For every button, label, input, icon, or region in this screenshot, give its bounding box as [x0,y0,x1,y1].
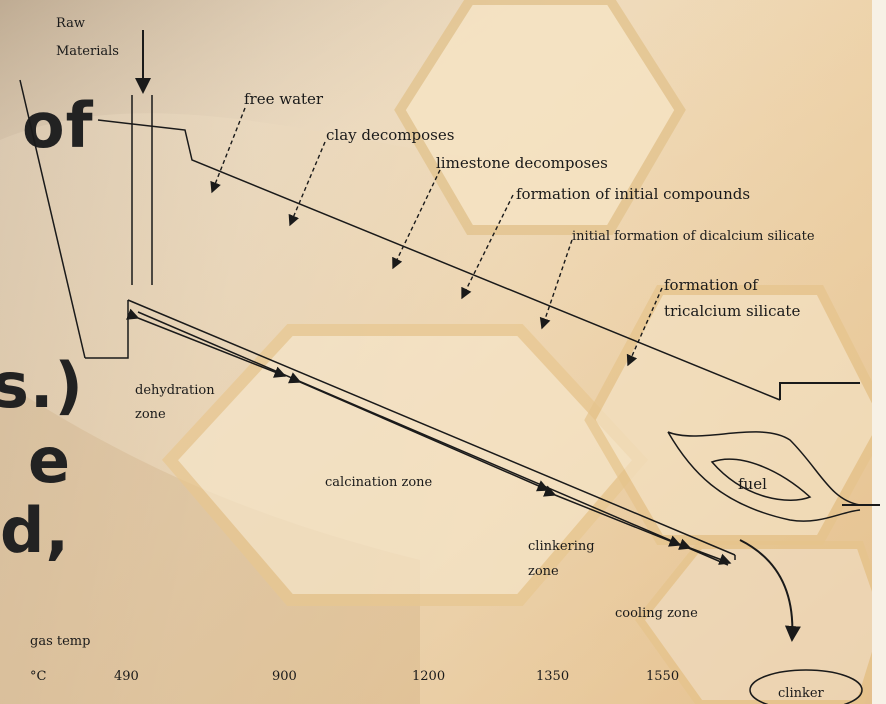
tricalcium-label-2: tricalcium silicate [664,302,800,320]
kiln-bottom-line-2 [137,311,729,566]
initial-compounds-pointer [461,194,514,300]
limestone-pointer [392,169,441,270]
temperature-tick: 1550 [646,669,679,684]
free-water-label: free water [244,90,324,108]
gas-temp-label: gas temp [30,634,90,649]
tricalcium-pointer [626,287,663,367]
dicalcium-pointer [539,239,573,330]
dehydration-zone-label-1: dehydration [135,383,215,398]
background-text-4: d, [0,494,70,567]
temperature-tick: 900 [272,669,297,684]
hexagon-shape [394,0,686,235]
raw-materials-label-2: Materials [56,44,119,59]
clinker-outline [749,669,863,704]
calcination-zone-label: calcination zone [325,475,433,490]
flame-outer-top [667,431,861,506]
background-text-3: e [28,424,72,497]
kiln-exit-top [779,382,860,400]
clay-decomposes-label: clay decomposes [326,126,454,144]
temperature-tick: 1200 [412,669,445,684]
flame-outer-bottom [667,431,861,522]
raw-materials-label-1: Raw [56,16,85,31]
background-text-1: of [22,89,94,162]
flame-inner [710,458,812,501]
clinker-label: clinker [778,686,825,701]
temperature-tick: 1350 [536,669,569,684]
clinker-arrow [739,539,801,642]
free-water-pointer [210,107,246,194]
feed-chute-line [19,79,86,359]
fuel-label: fuel [738,475,767,493]
initial-dicalcium-label: initial formation of dicalcium silicate [572,229,815,244]
clinkering-zone-label-2: zone [528,564,559,579]
initial-compounds-label: formation of initial compounds [516,185,750,203]
dehydration-zone-label-2: zone [135,407,166,422]
limestone-decomposes-label: limestone decomposes [436,154,608,172]
cooling-zone-arrow [678,538,732,565]
kiln-top-line [97,119,781,401]
right-edge-strip [872,0,886,704]
clinkering-zone-arrow [543,485,682,547]
tricalcium-label-1: formation of [664,276,759,294]
feed-chute-outline [85,300,129,359]
dehydration-zone-arrow [126,308,287,378]
background-text-2: s.) [0,349,84,422]
kiln-bottom-line-1 [127,299,736,556]
calcination-zone-arrow [287,372,550,492]
clinkering-zone-label-1: clinkering [528,539,595,554]
hexagon-shape [634,541,886,704]
cooling-zone-label: cooling zone [615,606,698,621]
clay-pointer [288,141,326,227]
temperature-unit-label: °C [30,669,47,684]
temperature-tick: 490 [114,669,139,684]
